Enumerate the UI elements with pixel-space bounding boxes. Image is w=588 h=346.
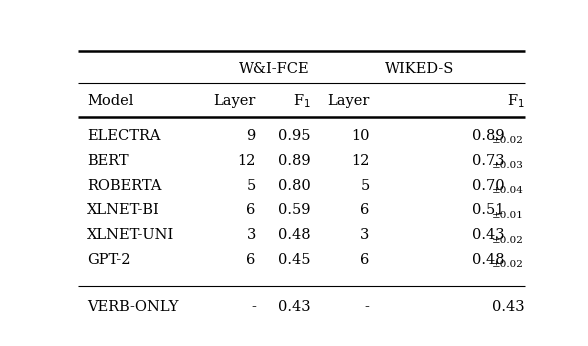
- Text: ±0.03: ±0.03: [492, 161, 524, 170]
- Text: F$_1$: F$_1$: [293, 93, 310, 110]
- Text: 5: 5: [246, 179, 256, 193]
- Text: W&I-FCE: W&I-FCE: [239, 63, 309, 76]
- Text: Model: Model: [87, 94, 133, 108]
- Text: XLNET-BI: XLNET-BI: [87, 203, 160, 217]
- Text: 0.80: 0.80: [278, 179, 310, 193]
- Text: 6: 6: [360, 253, 370, 267]
- Text: 9: 9: [246, 129, 256, 143]
- Text: VERB-ONLY: VERB-ONLY: [87, 300, 179, 314]
- Text: -: -: [365, 300, 370, 314]
- Text: 0.43: 0.43: [472, 228, 505, 242]
- Text: ±0.02: ±0.02: [492, 260, 524, 269]
- Text: 0.59: 0.59: [278, 203, 310, 217]
- Text: ±0.01: ±0.01: [492, 211, 524, 220]
- Text: 10: 10: [351, 129, 370, 143]
- Text: ±0.04: ±0.04: [492, 186, 524, 195]
- Text: 0.45: 0.45: [278, 253, 310, 267]
- Text: 6: 6: [246, 203, 256, 217]
- Text: 0.43: 0.43: [278, 300, 310, 314]
- Text: ±0.02: ±0.02: [492, 136, 524, 145]
- Text: -: -: [251, 300, 256, 314]
- Text: ROBERTA: ROBERTA: [87, 179, 162, 193]
- Text: 0.95: 0.95: [278, 129, 310, 143]
- Text: WIKED-S: WIKED-S: [385, 63, 455, 76]
- Text: 0.89: 0.89: [278, 154, 310, 168]
- Text: 0.89: 0.89: [472, 129, 505, 143]
- Text: 0.70: 0.70: [472, 179, 505, 193]
- Text: Layer: Layer: [213, 94, 256, 108]
- Text: BERT: BERT: [87, 154, 129, 168]
- Text: ELECTRA: ELECTRA: [87, 129, 161, 143]
- Text: 0.73: 0.73: [472, 154, 505, 168]
- Text: 6: 6: [246, 253, 256, 267]
- Text: ±0.02: ±0.02: [492, 236, 524, 245]
- Text: 0.43: 0.43: [492, 300, 524, 314]
- Text: 12: 12: [238, 154, 256, 168]
- Text: 5: 5: [360, 179, 370, 193]
- Text: 6: 6: [360, 203, 370, 217]
- Text: XLNET-UNI: XLNET-UNI: [87, 228, 175, 242]
- Text: 12: 12: [352, 154, 370, 168]
- Text: F$_1$: F$_1$: [507, 93, 524, 110]
- Text: 0.51: 0.51: [472, 203, 505, 217]
- Text: GPT-2: GPT-2: [87, 253, 131, 267]
- Text: 0.48: 0.48: [472, 253, 505, 267]
- Text: 0.48: 0.48: [278, 228, 310, 242]
- Text: 3: 3: [360, 228, 370, 242]
- Text: Layer: Layer: [328, 94, 370, 108]
- Text: 3: 3: [246, 228, 256, 242]
